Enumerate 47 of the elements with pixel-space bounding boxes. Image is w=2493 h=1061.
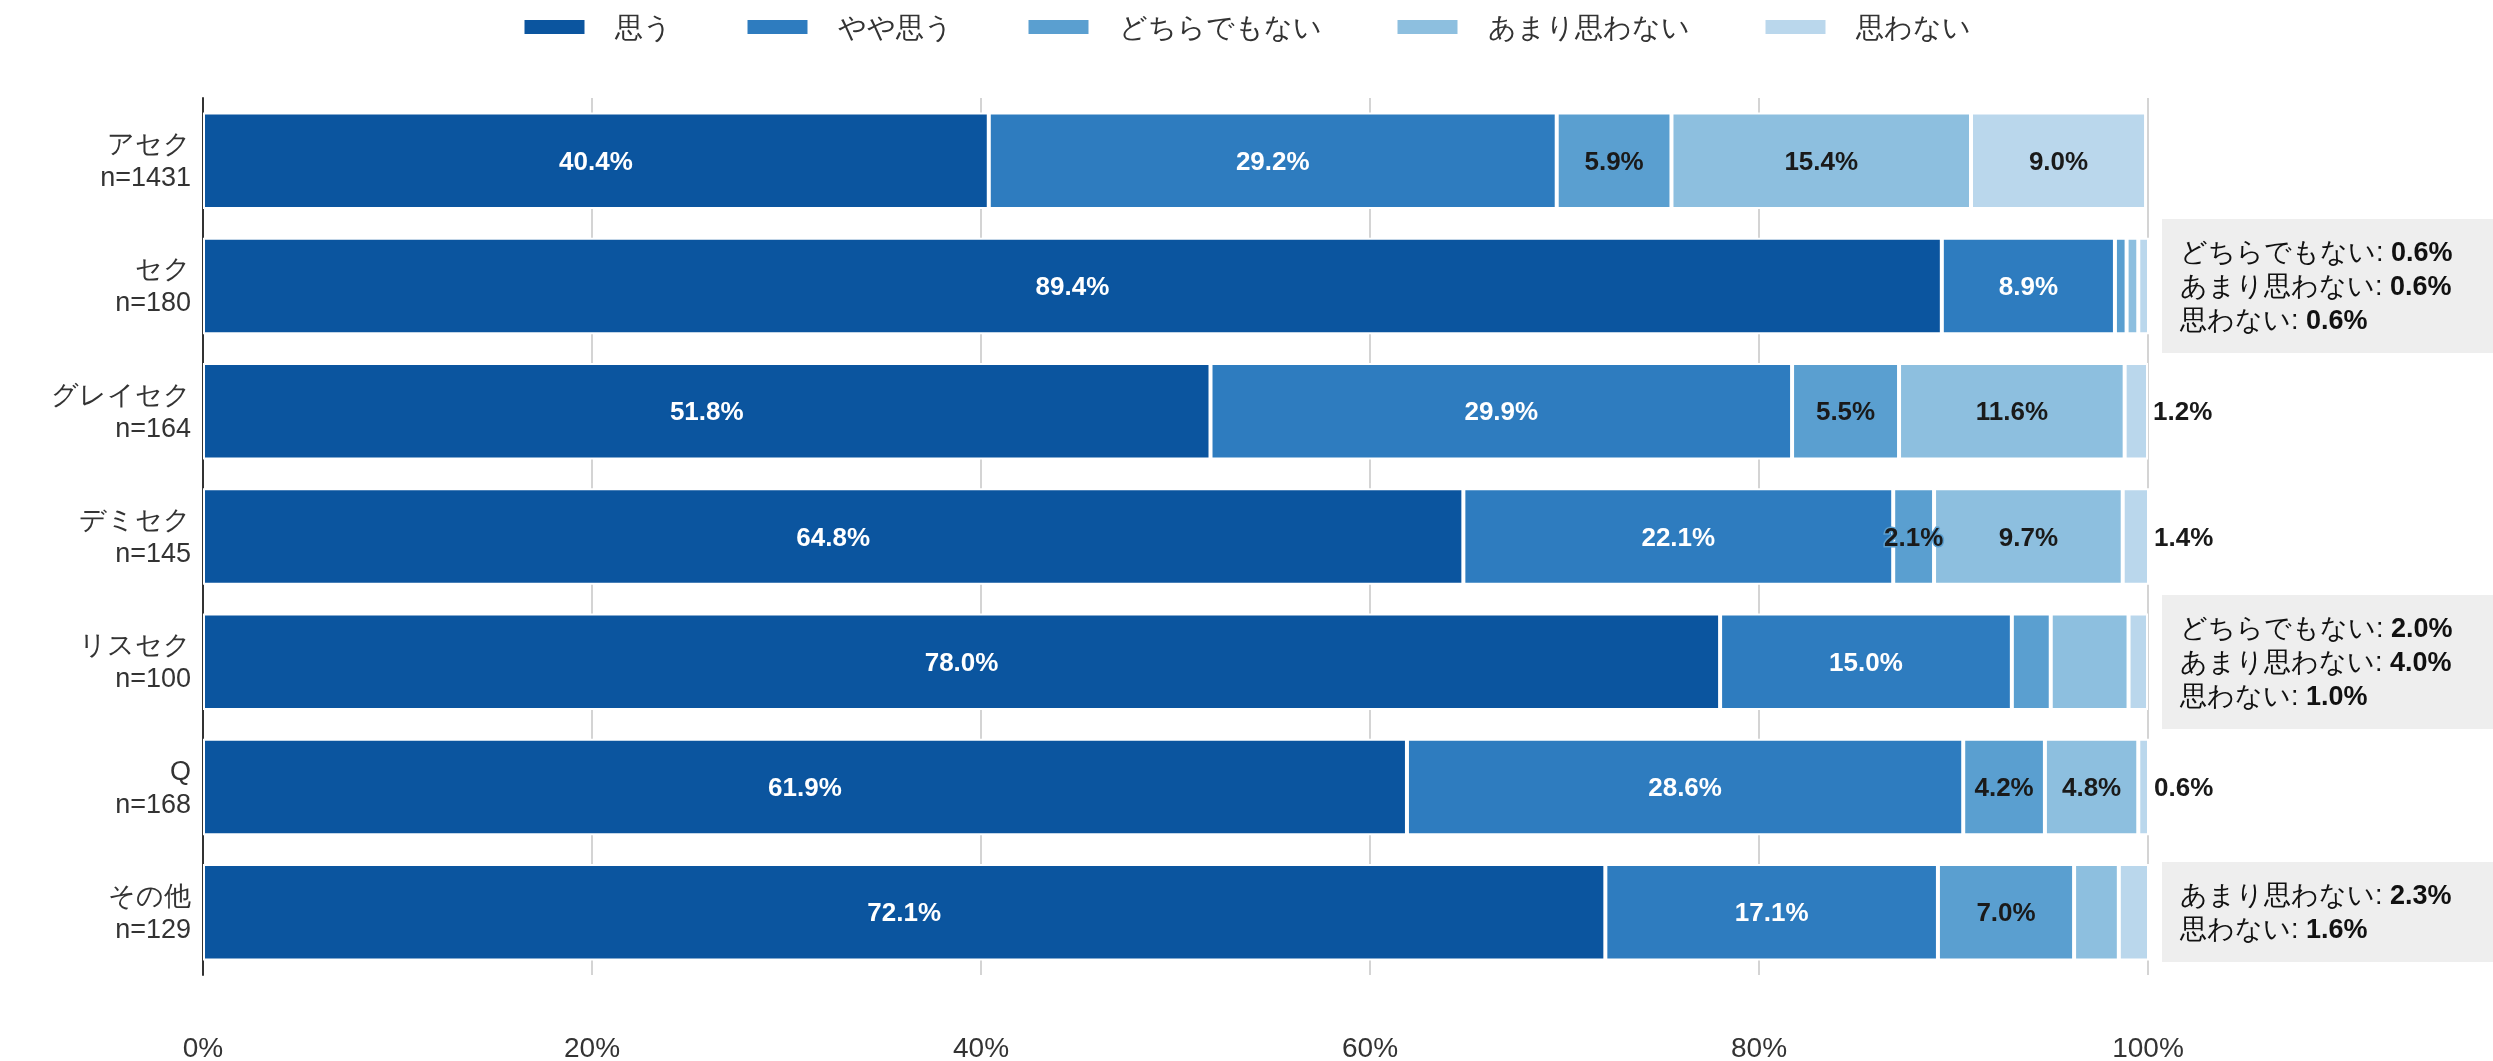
y-tick-label: デミセク n=145 xyxy=(79,505,191,568)
data-label: 9.7% xyxy=(1998,521,2059,552)
y-tick-label: アセク n=1431 xyxy=(100,129,191,193)
y-tick-label: リスセク n=100 xyxy=(79,630,191,694)
x-tick-label: 80% xyxy=(1730,1031,1788,1061)
data-label: 4.8% xyxy=(2061,772,2122,803)
data-label: 5.5% xyxy=(1815,396,1876,427)
data-label: 29.2% xyxy=(1235,145,1310,176)
data-label: 78.0% xyxy=(924,646,999,677)
text: どちらでもない: 2.0% あまり思わない: 4.0% 思わない: 1.0% xyxy=(2180,612,2453,711)
text: どちらでもない: 0.6% あまり思わない: 0.6% 思わない: 0.6% xyxy=(2180,236,2453,335)
legend-label: どちらでもない xyxy=(1118,11,1322,43)
data-label: 1.4% xyxy=(2154,521,2214,552)
y-tick-label: グレイセク n=164 xyxy=(51,379,191,443)
data-label: 17.1% xyxy=(1734,897,1809,928)
y-tick-label: Q n=168 xyxy=(115,755,191,819)
legend-label: 思う xyxy=(613,11,672,43)
data-label: 15.0% xyxy=(1829,646,1903,677)
data-label: 8.9% xyxy=(1998,270,2059,301)
data-label: 4.2% xyxy=(1974,772,2034,803)
legend-label: やや思う xyxy=(837,11,953,43)
legend-label: 思わない xyxy=(1854,11,1971,43)
y-tick-label: セク n=180 xyxy=(115,254,191,318)
legend-label: あまり思わない xyxy=(1487,11,1690,43)
data-label: 5.9% xyxy=(1584,145,1644,176)
data-label: 7.0% xyxy=(1976,897,2036,928)
data-label: 61.9% xyxy=(768,772,842,803)
data-label: 89.4% xyxy=(1035,270,1110,301)
x-tick-label: 0% xyxy=(182,1031,224,1061)
data-label: 51.8% xyxy=(669,396,744,427)
data-label: 64.8% xyxy=(796,521,871,552)
data-label: 0.6% xyxy=(2154,772,2214,803)
data-label: 22.1% xyxy=(1641,521,1716,552)
x-tick-label: 40% xyxy=(952,1031,1010,1061)
data-label: 28.6% xyxy=(1648,772,1722,803)
x-tick-label: 20% xyxy=(563,1031,621,1061)
data-label: 29.9% xyxy=(1464,396,1539,427)
y-tick-label: その他 n=129 xyxy=(108,880,191,944)
x-tick-label: 60% xyxy=(1341,1031,1399,1061)
data-label: 72.1% xyxy=(867,897,942,928)
data-label: 15.4% xyxy=(1784,145,1859,176)
data-label: 40.4% xyxy=(559,145,633,176)
data-label: 9.0% xyxy=(2028,145,2089,176)
text: あまり思わない: 2.3% 思わない: 1.6% xyxy=(2180,880,2452,945)
x-tick-label: 100% xyxy=(2112,1031,2184,1061)
data-label: 11.6% xyxy=(1975,396,2048,427)
data-label: 1.2% xyxy=(2153,396,2213,427)
